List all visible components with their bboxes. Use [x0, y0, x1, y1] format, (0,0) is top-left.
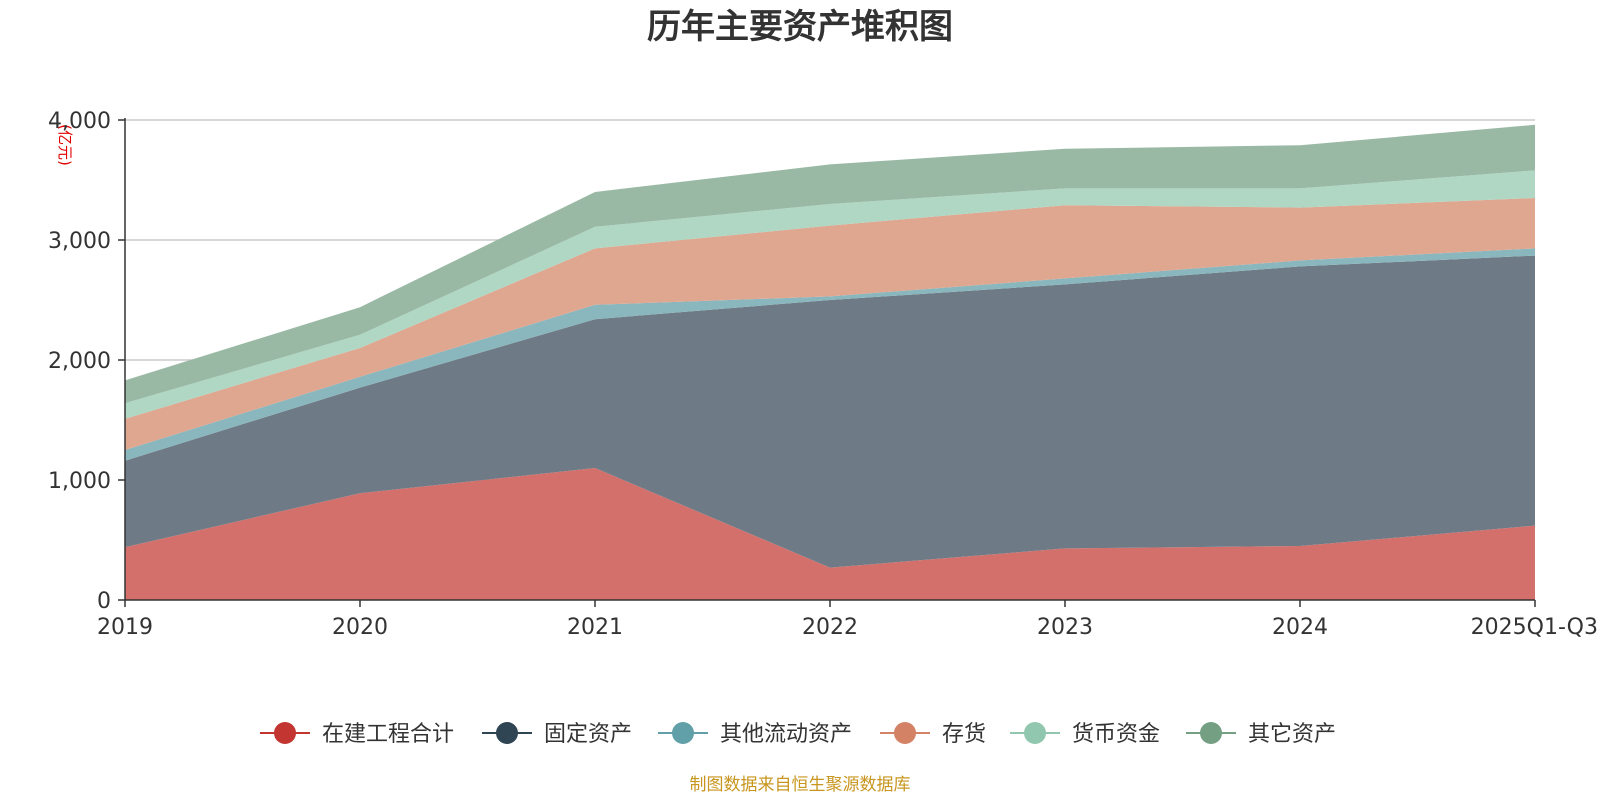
x-tick-label: 2024	[1272, 615, 1328, 640]
area-series-group	[125, 124, 1535, 600]
y-tick-label: 4,000	[48, 109, 111, 134]
x-tick-label: 2025Q1-Q3	[1471, 615, 1598, 640]
x-tick-label: 2021	[567, 615, 623, 640]
x-tick-label: 2020	[332, 615, 388, 640]
y-tick-label: 2,000	[48, 349, 111, 374]
x-tick-label: 2019	[97, 615, 153, 640]
y-axis-unit-label: (亿元)	[56, 124, 74, 166]
legend-item: 在建工程合计	[260, 722, 454, 747]
area-series-在建工程合计	[125, 468, 1535, 600]
legend-marker	[672, 722, 694, 744]
legend-marker	[1200, 722, 1222, 744]
legend-label: 其它资产	[1248, 722, 1336, 747]
legend: 在建工程合计 固定资产 其他流动资产 存货 货币资金 其它资产	[260, 722, 1336, 747]
area-series-其它资产	[125, 124, 1535, 404]
source-note: 制图数据来自恒生聚源数据库	[690, 775, 911, 795]
area-series-存货	[125, 198, 1535, 450]
legend-label: 其他流动资产	[720, 722, 852, 747]
legend-marker	[1024, 722, 1046, 744]
y-tick-label: 3,000	[48, 229, 111, 254]
legend-item: 其它资产	[1186, 722, 1336, 747]
axes: 0 1,000 2,000 3,000 4,000 2019 2020 2021 2022 202…	[48, 109, 1598, 640]
y-tick-label: 0	[97, 589, 111, 614]
legend-label: 货币资金	[1072, 722, 1160, 747]
y-tick-label: 1,000	[48, 469, 111, 494]
legend-label: 在建工程合计	[322, 722, 454, 747]
legend-label: 存货	[942, 722, 986, 747]
x-tick-label: 2022	[802, 615, 858, 640]
legend-item: 其他流动资产	[658, 722, 852, 747]
x-tick-label: 2023	[1037, 615, 1093, 640]
legend-marker	[274, 722, 296, 744]
legend-label: 固定资产	[544, 722, 632, 747]
legend-marker	[894, 722, 916, 744]
legend-item: 固定资产	[482, 722, 632, 747]
legend-item: 货币资金	[1010, 722, 1160, 747]
legend-item: 存货	[880, 722, 986, 747]
area-series-固定资产	[125, 255, 1535, 568]
chart-title: 历年主要资产堆积图	[647, 7, 953, 47]
area-series-货币资金	[125, 170, 1535, 419]
legend-marker	[496, 722, 518, 744]
